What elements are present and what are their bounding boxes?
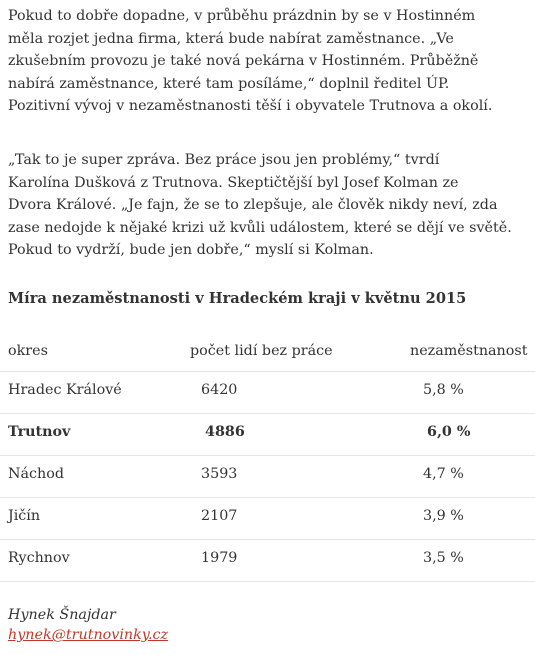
paragraph: „Tak to je super zpráva. Bez práce jsou …: [8, 149, 530, 262]
paragraph-line: zase nedojde k nějaké krizi už kvůli udá…: [8, 219, 512, 236]
paragraph: Pokud to dobře dopadne, v průběhu prázdn…: [8, 5, 530, 118]
cell-mira: 6,0 %: [427, 424, 471, 440]
cell-pocet: 6420: [201, 382, 238, 398]
unemployment-table: okres počet lidí bez práce nezaměstnanos…: [0, 333, 535, 582]
paragraph-line: „Tak to je super zpráva. Bez práce jsou …: [8, 152, 440, 168]
paragraph-line: měla rozjet jedna firma, která bude nabí…: [8, 30, 454, 47]
author-signature: Hynek Šnajdar hynek@trutnovinky.cz: [8, 605, 168, 645]
paragraph-line: Pokud to dobře dopadne, v průběhu prázdn…: [8, 8, 476, 24]
cell-okres: Jičín: [8, 508, 41, 524]
cell-mira: 3,5 %: [423, 550, 464, 566]
column-header-pocet: počet lidí bez práce: [190, 343, 333, 359]
author-name: Hynek Šnajdar: [8, 607, 116, 623]
cell-mira: 5,8 %: [423, 382, 464, 398]
cell-pocet: 3593: [201, 466, 238, 482]
paragraph-line: nabírá zaměstnance, které tam posíláme,“…: [8, 75, 450, 92]
table-title: Míra nezaměstnanosti v Hradeckém kraji v…: [8, 290, 467, 307]
author-email-link[interactable]: hynek@trutnovinky.cz: [8, 627, 169, 643]
paragraph-line: Pozitivní vývoj v nezaměstnanosti těší i…: [8, 98, 493, 114]
column-header-okres: okres: [8, 343, 48, 359]
paragraph-line: Dvora Králové. „Je fajn, že se to zlepšu…: [8, 197, 498, 213]
table-row: Rychnov 1979 3,5 %: [0, 540, 535, 582]
cell-pocet: 2107: [201, 508, 238, 524]
table-row: Náchod 3593 4,7 %: [0, 456, 535, 498]
column-header-mira: nezaměstnanost: [410, 343, 528, 359]
paragraph-line: zkušebním provozu je také nová pekárna v…: [8, 53, 479, 69]
cell-mira: 3,9 %: [423, 508, 464, 524]
table-header-row: okres počet lidí bez práce nezaměstnanos…: [0, 333, 535, 372]
cell-okres: Hradec Králové: [8, 382, 122, 398]
table-row: Hradec Králové 6420 5,8 %: [0, 372, 535, 414]
table-row-highlighted: Trutnov 4886 6,0 %: [0, 414, 535, 456]
paragraph-line: Karolína Dušková z Trutnova. Skeptičtějš…: [8, 174, 459, 191]
cell-okres: Rychnov: [8, 550, 70, 566]
cell-okres: Trutnov: [8, 424, 71, 440]
cell-okres: Náchod: [8, 466, 65, 482]
cell-pocet: 1979: [201, 550, 238, 566]
paragraph-line: Pokud to vydrží, bude jen dobře,“ myslí …: [8, 242, 374, 258]
cell-mira: 4,7 %: [423, 466, 464, 482]
cell-pocet: 4886: [205, 424, 245, 440]
table-row: Jičín 2107 3,9 %: [0, 498, 535, 540]
